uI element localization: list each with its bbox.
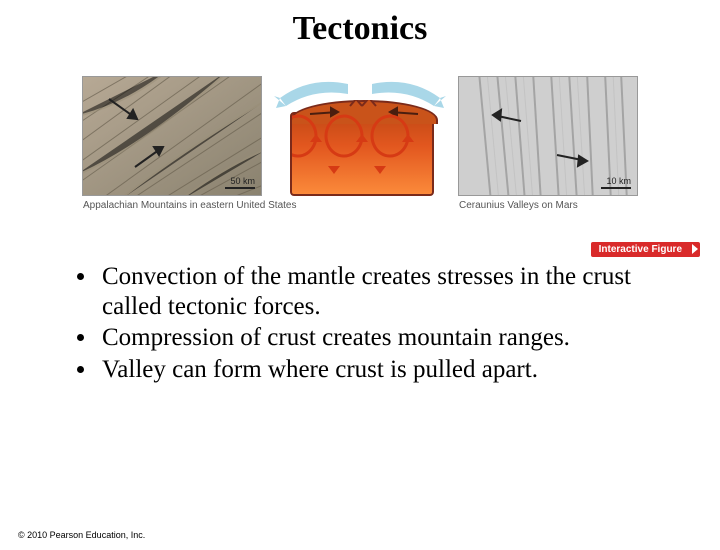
ceraunius-photo: 10 km Ceraunius Valleys on Mars <box>458 76 638 196</box>
ceraunius-caption: Ceraunius Valleys on Mars <box>459 200 578 211</box>
mantle-block <box>290 112 434 196</box>
interactive-figure-badge[interactable]: Interactive Figure <box>591 242 700 257</box>
convection-cells <box>292 114 432 194</box>
ceraunius-scale: 10 km <box>601 176 631 189</box>
figure-row: 50 km Appalachian Mountains in eastern U… <box>0 76 720 196</box>
ceraunius-scale-label: 10 km <box>606 176 631 186</box>
bullet-item: Compression of crust creates mountain ra… <box>98 323 672 353</box>
appalachian-photo: 50 km Appalachian Mountains in eastern U… <box>82 76 262 196</box>
appalachian-caption: Appalachian Mountains in eastern United … <box>83 200 296 211</box>
bullet-list: Convection of the mantle creates stresse… <box>58 262 672 384</box>
appalachian-scale-label: 50 km <box>230 176 255 186</box>
appalachian-scale: 50 km <box>225 176 255 189</box>
bullet-item: Convection of the mantle creates stresse… <box>98 262 672 321</box>
copyright-text: © 2010 Pearson Education, Inc. <box>18 530 145 540</box>
bullet-item: Valley can form where crust is pulled ap… <box>98 355 672 385</box>
page-title: Tectonics <box>0 10 720 48</box>
convection-diagram <box>270 76 450 196</box>
